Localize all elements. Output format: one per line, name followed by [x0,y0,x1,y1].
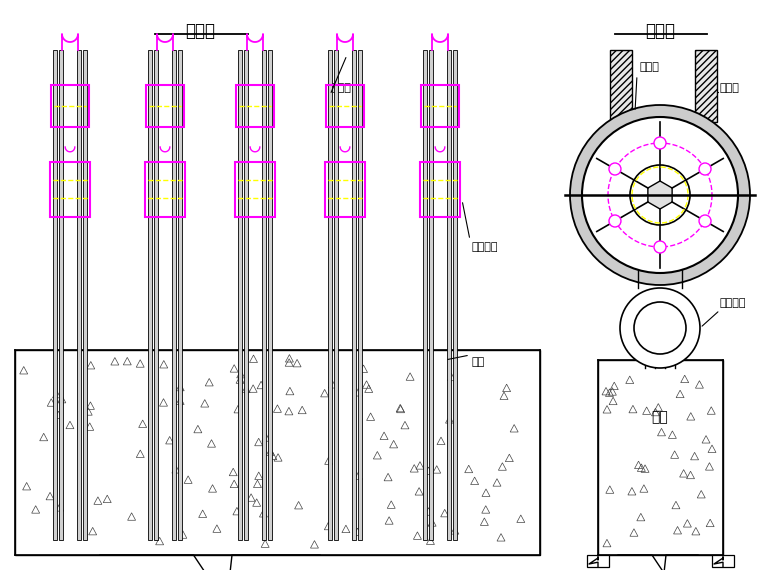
Circle shape [570,105,750,285]
Bar [352,50,356,540]
Bar [429,50,433,540]
Bar [77,50,81,540]
Text: 拉带: 拉带 [651,410,668,424]
Circle shape [634,302,686,354]
Bar [326,85,364,127]
Bar [610,50,632,122]
Bar [172,50,176,540]
Bar [178,50,182,540]
Circle shape [630,165,690,225]
Text: 拉带: 拉带 [472,357,485,367]
Text: 侧面图: 侧面图 [645,22,675,40]
Circle shape [654,241,666,253]
Bar [146,85,184,127]
Circle shape [699,215,711,227]
Bar [453,50,457,540]
Bar [334,50,338,540]
Bar [236,85,274,127]
Bar [59,50,63,540]
Text: 转向轮: 转向轮 [639,62,659,72]
Bar [447,50,451,540]
Bar [695,50,717,122]
Circle shape [699,163,711,175]
Bar [244,50,248,540]
Bar [712,555,734,567]
Text: 正面图: 正面图 [185,22,215,40]
Polygon shape [648,181,672,209]
Text: 承重绳: 承重绳 [720,83,740,93]
Bar [262,50,266,540]
Bar [268,50,272,540]
Bar [598,360,723,555]
Text: 转向轮: 转向轮 [332,83,352,93]
Bar [154,50,158,540]
Bar [235,162,275,217]
Bar [423,50,427,540]
Text: 连接夹板: 连接夹板 [472,242,499,252]
Circle shape [620,288,700,368]
Circle shape [654,137,666,149]
Bar [358,50,362,540]
Bar [53,50,57,540]
Bar [587,555,609,567]
Circle shape [609,163,621,175]
Circle shape [609,215,621,227]
Bar [420,162,460,217]
Bar [238,50,242,540]
Bar [325,162,365,217]
Bar [15,350,540,555]
Bar [148,50,152,540]
Bar [50,162,90,217]
Bar [145,162,185,217]
Text: 连接夹板: 连接夹板 [720,298,746,308]
Bar [328,50,332,540]
Bar [421,85,459,127]
Bar [83,50,87,540]
Bar [51,85,89,127]
Circle shape [582,117,738,273]
